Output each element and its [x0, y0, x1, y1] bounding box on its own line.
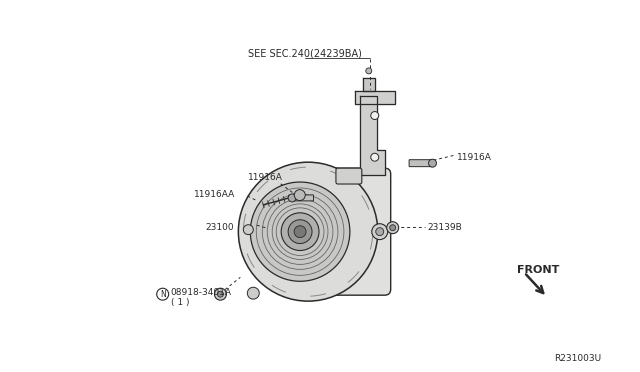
- Text: 23139B: 23139B: [428, 223, 462, 232]
- Text: 11916A: 11916A: [248, 173, 283, 182]
- FancyBboxPatch shape: [409, 160, 432, 167]
- Text: SEE SEC.240(24239BA): SEE SEC.240(24239BA): [248, 49, 362, 59]
- Circle shape: [243, 225, 253, 235]
- FancyBboxPatch shape: [307, 168, 390, 295]
- Text: 08918-3401A: 08918-3401A: [171, 288, 232, 297]
- Text: ( 1 ): ( 1 ): [171, 298, 189, 307]
- Circle shape: [238, 162, 378, 301]
- Text: 23100: 23100: [205, 223, 234, 232]
- Circle shape: [214, 288, 227, 300]
- Circle shape: [288, 194, 296, 202]
- Circle shape: [429, 159, 436, 167]
- Circle shape: [250, 182, 350, 281]
- Circle shape: [218, 291, 223, 297]
- Circle shape: [371, 153, 379, 161]
- Circle shape: [281, 213, 319, 250]
- Circle shape: [387, 222, 399, 234]
- Text: N: N: [160, 290, 166, 299]
- Circle shape: [288, 220, 312, 244]
- Text: 11916AA: 11916AA: [193, 190, 235, 199]
- Polygon shape: [360, 96, 385, 175]
- Circle shape: [390, 225, 396, 231]
- Text: FRONT: FRONT: [517, 265, 559, 275]
- Text: R231003U: R231003U: [554, 354, 601, 363]
- Circle shape: [376, 228, 384, 235]
- FancyBboxPatch shape: [336, 168, 362, 184]
- Text: 11916A: 11916A: [458, 153, 492, 162]
- Circle shape: [371, 112, 379, 119]
- Polygon shape: [355, 91, 395, 104]
- FancyBboxPatch shape: [292, 195, 314, 201]
- Circle shape: [247, 287, 259, 299]
- Polygon shape: [363, 78, 375, 91]
- Circle shape: [372, 224, 388, 240]
- Circle shape: [366, 68, 372, 74]
- Circle shape: [294, 190, 305, 201]
- Circle shape: [294, 226, 306, 238]
